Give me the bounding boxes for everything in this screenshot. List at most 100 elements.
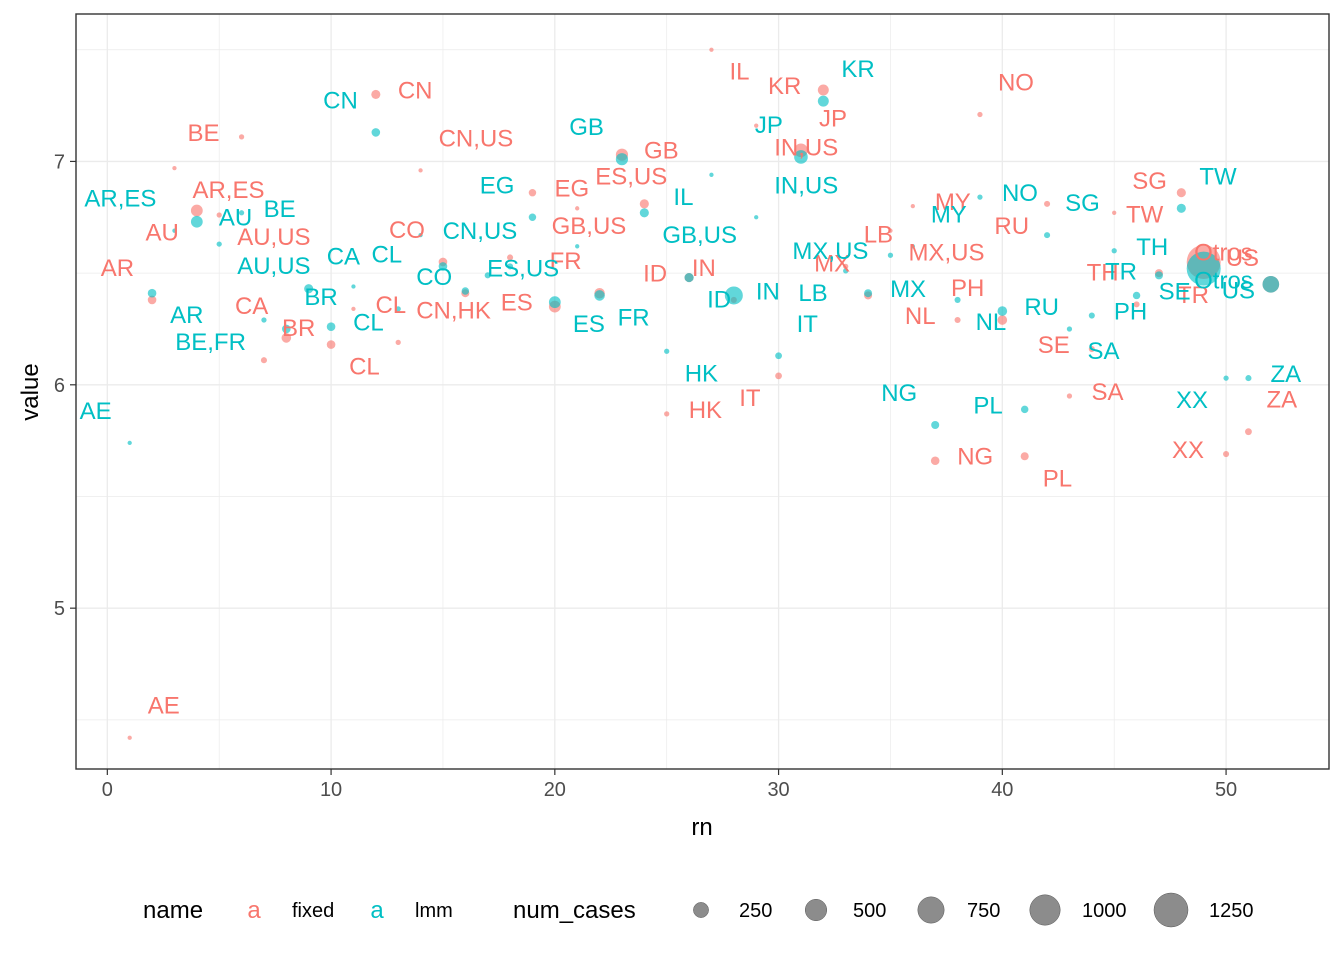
point-label-lmm: AU,US xyxy=(237,253,310,280)
data-point-lmm xyxy=(1044,232,1051,239)
point-label-lmm: CA xyxy=(327,244,360,271)
point-label-fixed: LB xyxy=(864,221,893,248)
point-label-fixed: AU xyxy=(145,220,178,247)
point-label-fixed: MY xyxy=(935,189,971,216)
data-point-fixed xyxy=(1133,301,1140,308)
point-label-lmm: AU xyxy=(219,205,252,232)
point-label-fixed: BR xyxy=(282,315,315,342)
data-points xyxy=(127,47,1280,740)
point-label-fixed: SG xyxy=(1132,168,1167,195)
point-label-lmm: PH xyxy=(1114,299,1147,326)
point-label-fixed: AE xyxy=(148,693,180,720)
data-point-fixed xyxy=(954,316,961,324)
point-label-fixed: AU,US xyxy=(237,224,310,251)
point-label-fixed: CO xyxy=(389,217,425,244)
legend-size-label: 500 xyxy=(853,900,886,922)
point-label-fixed: IN xyxy=(692,255,716,282)
point-label-lmm: TR xyxy=(1105,258,1137,285)
data-point-lmm xyxy=(507,263,514,270)
data-point-lmm xyxy=(843,268,849,274)
y-tick-label: 7 xyxy=(54,151,65,173)
point-label-fixed: ZA xyxy=(1266,387,1297,414)
point-label-lmm: SE xyxy=(1159,278,1191,305)
point-label-lmm: GB xyxy=(569,114,604,141)
point-label-lmm: ES xyxy=(573,311,605,338)
data-point-fixed xyxy=(1176,188,1186,198)
plot-panel-border xyxy=(75,13,1330,770)
data-point-lmm xyxy=(1132,291,1141,300)
point-label-fixed: IN,US xyxy=(774,135,838,162)
legend-size-key xyxy=(1153,892,1189,928)
data-point-lmm xyxy=(997,306,1008,316)
point-label-fixed: IL xyxy=(729,59,749,86)
axes: 0 10 20 30 40 50 5 6 7 xyxy=(54,151,1237,801)
data-point-fixed xyxy=(190,204,203,217)
data-point-fixed xyxy=(639,199,649,209)
data-point-fixed xyxy=(507,254,514,261)
data-point-fixed xyxy=(216,212,222,218)
data-point-lmm xyxy=(1088,312,1095,319)
legend-color-title: name xyxy=(143,897,203,924)
point-label-fixed: CN xyxy=(398,77,433,104)
data-point-lmm xyxy=(887,252,894,258)
data-point-lmm xyxy=(977,194,983,200)
data-point-fixed xyxy=(528,188,537,197)
point-label-lmm: MX,US xyxy=(792,238,868,265)
point-label-fixed: KR xyxy=(768,73,801,100)
point-label-fixed: ES xyxy=(501,290,533,317)
data-point-fixed xyxy=(888,228,893,233)
point-label-lmm: JP xyxy=(755,112,783,139)
data-point-lmm xyxy=(864,289,873,298)
point-label-fixed: CN,US xyxy=(439,125,514,152)
point-label-fixed: CL xyxy=(375,292,406,319)
point-label-fixed: CA xyxy=(235,293,268,320)
data-point-lmm xyxy=(238,210,245,216)
point-label-lmm: PL xyxy=(973,392,1002,419)
data-point-lmm xyxy=(418,232,423,238)
grid xyxy=(76,14,1329,769)
x-tick-label: 0 xyxy=(102,779,113,801)
data-point-lmm xyxy=(575,244,580,249)
point-label-fixed: PH xyxy=(951,275,984,302)
point-label-fixed: TR xyxy=(1177,282,1209,309)
point-label-lmm: BE,FR xyxy=(175,329,246,356)
legend-size-key xyxy=(1029,894,1061,926)
point-label-lmm: CN xyxy=(323,87,358,114)
legend-color-key: a xyxy=(247,897,261,924)
point-label-lmm: XX xyxy=(1176,387,1208,414)
point-label-lmm: ES,US xyxy=(487,255,559,282)
point-label-fixed: ES,US xyxy=(595,163,667,190)
point-label-lmm: AR xyxy=(170,302,203,329)
point-label-fixed: BE xyxy=(188,120,220,147)
data-point-lmm xyxy=(639,208,649,218)
data-point-lmm xyxy=(1020,405,1029,414)
x-axis-title: rn xyxy=(691,814,712,841)
data-point-fixed xyxy=(260,357,267,364)
legend-color-label: lmm xyxy=(415,900,453,922)
data-point-lmm xyxy=(438,262,448,271)
data-point-lmm xyxy=(190,215,203,228)
data-point-lmm xyxy=(664,348,670,354)
data-point-fixed xyxy=(418,168,423,173)
data-point-lmm xyxy=(172,228,177,233)
data-point-lmm xyxy=(724,286,743,305)
data-point-lmm xyxy=(461,287,470,295)
point-label-lmm: TW xyxy=(1199,163,1237,190)
point-label-fixed: NO xyxy=(998,70,1034,97)
data-point-lmm xyxy=(709,172,714,177)
point-label-lmm: TH xyxy=(1136,234,1168,261)
legend-size-key xyxy=(917,896,945,924)
point-label-lmm: CN,US xyxy=(443,218,518,245)
point-label-fixed: XX xyxy=(1172,437,1204,464)
legend-size-label: 750 xyxy=(967,900,1000,922)
point-label-fixed: IT xyxy=(739,385,761,412)
point-label-lmm: IN,US xyxy=(774,172,838,199)
point-label-lmm: NG xyxy=(881,380,917,407)
data-point-fixed xyxy=(1223,451,1230,458)
data-point-lmm xyxy=(615,153,629,166)
point-label-lmm: GB,US xyxy=(662,222,737,249)
data-point-lmm xyxy=(684,273,694,283)
point-label-lmm: HK xyxy=(685,360,718,387)
data-point-fixed xyxy=(371,89,381,99)
